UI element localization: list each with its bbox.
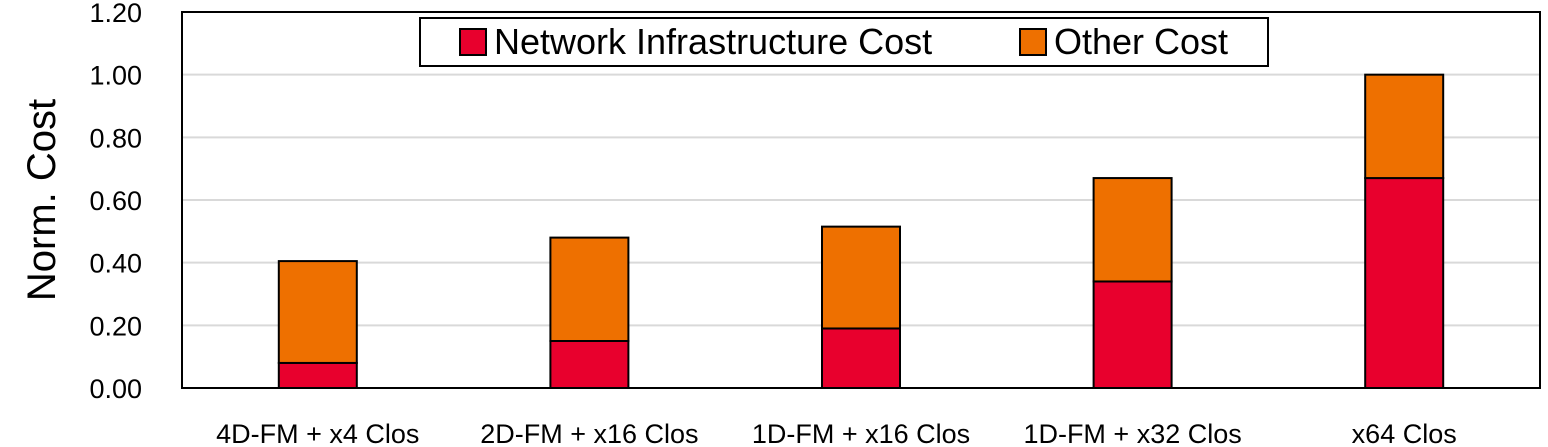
bar-other-cost <box>1364 73 1445 180</box>
bar-other-cost <box>1092 177 1173 283</box>
x-category-label: 2D-FM + x16 Clos <box>480 419 698 447</box>
x-category-label: 1D-FM + x32 Clos <box>1023 419 1241 447</box>
y-tick-label: 0.40 <box>89 249 142 279</box>
x-category-label: 4D-FM + x4 Clos <box>216 419 419 447</box>
y-tick-label: 0.60 <box>89 186 142 216</box>
y-tick-label: 1.00 <box>89 61 142 91</box>
y-tick-label: 1.20 <box>89 0 142 28</box>
bar-other-cost <box>277 260 358 364</box>
bar-network-infrastructure-cost <box>1092 280 1173 390</box>
bar-other-cost <box>821 225 901 330</box>
gridlines <box>182 73 1540 327</box>
bar-network-infrastructure-cost <box>821 327 901 390</box>
x-axis-categories: 4D-FM + x4 Clos 2D-FM + x16 Clos 1D-FM + x… <box>216 419 1457 447</box>
plot-area-border <box>181 11 1541 389</box>
legend-label: Other Cost <box>1054 21 1228 62</box>
y-tick-label: 0.20 <box>89 311 142 341</box>
bar-network-infrastructure-cost <box>277 361 358 389</box>
legend-label: Network Infrastructure Cost <box>494 21 932 62</box>
x-category-label: 1D-FM + x16 Clos <box>752 419 970 447</box>
y-axis-label: Norm. Cost <box>20 99 64 301</box>
y-axis-ticks: 0.00 0.20 0.40 0.60 0.80 1.00 1.20 <box>89 0 142 404</box>
x-category-label: x64 Clos <box>1352 419 1457 447</box>
y-tick-label: 0.80 <box>89 123 142 153</box>
legend-box <box>419 17 1269 67</box>
bars <box>277 73 1445 390</box>
legend-swatch <box>459 28 487 56</box>
legend: Network Infrastructure Cost Other Cost <box>419 17 1269 67</box>
y-tick-label: 0.00 <box>89 374 142 404</box>
bar-network-infrastructure-cost <box>1364 177 1445 389</box>
bar-other-cost <box>549 236 630 343</box>
bar-network-infrastructure-cost <box>549 340 630 389</box>
legend-swatch <box>1019 28 1047 56</box>
